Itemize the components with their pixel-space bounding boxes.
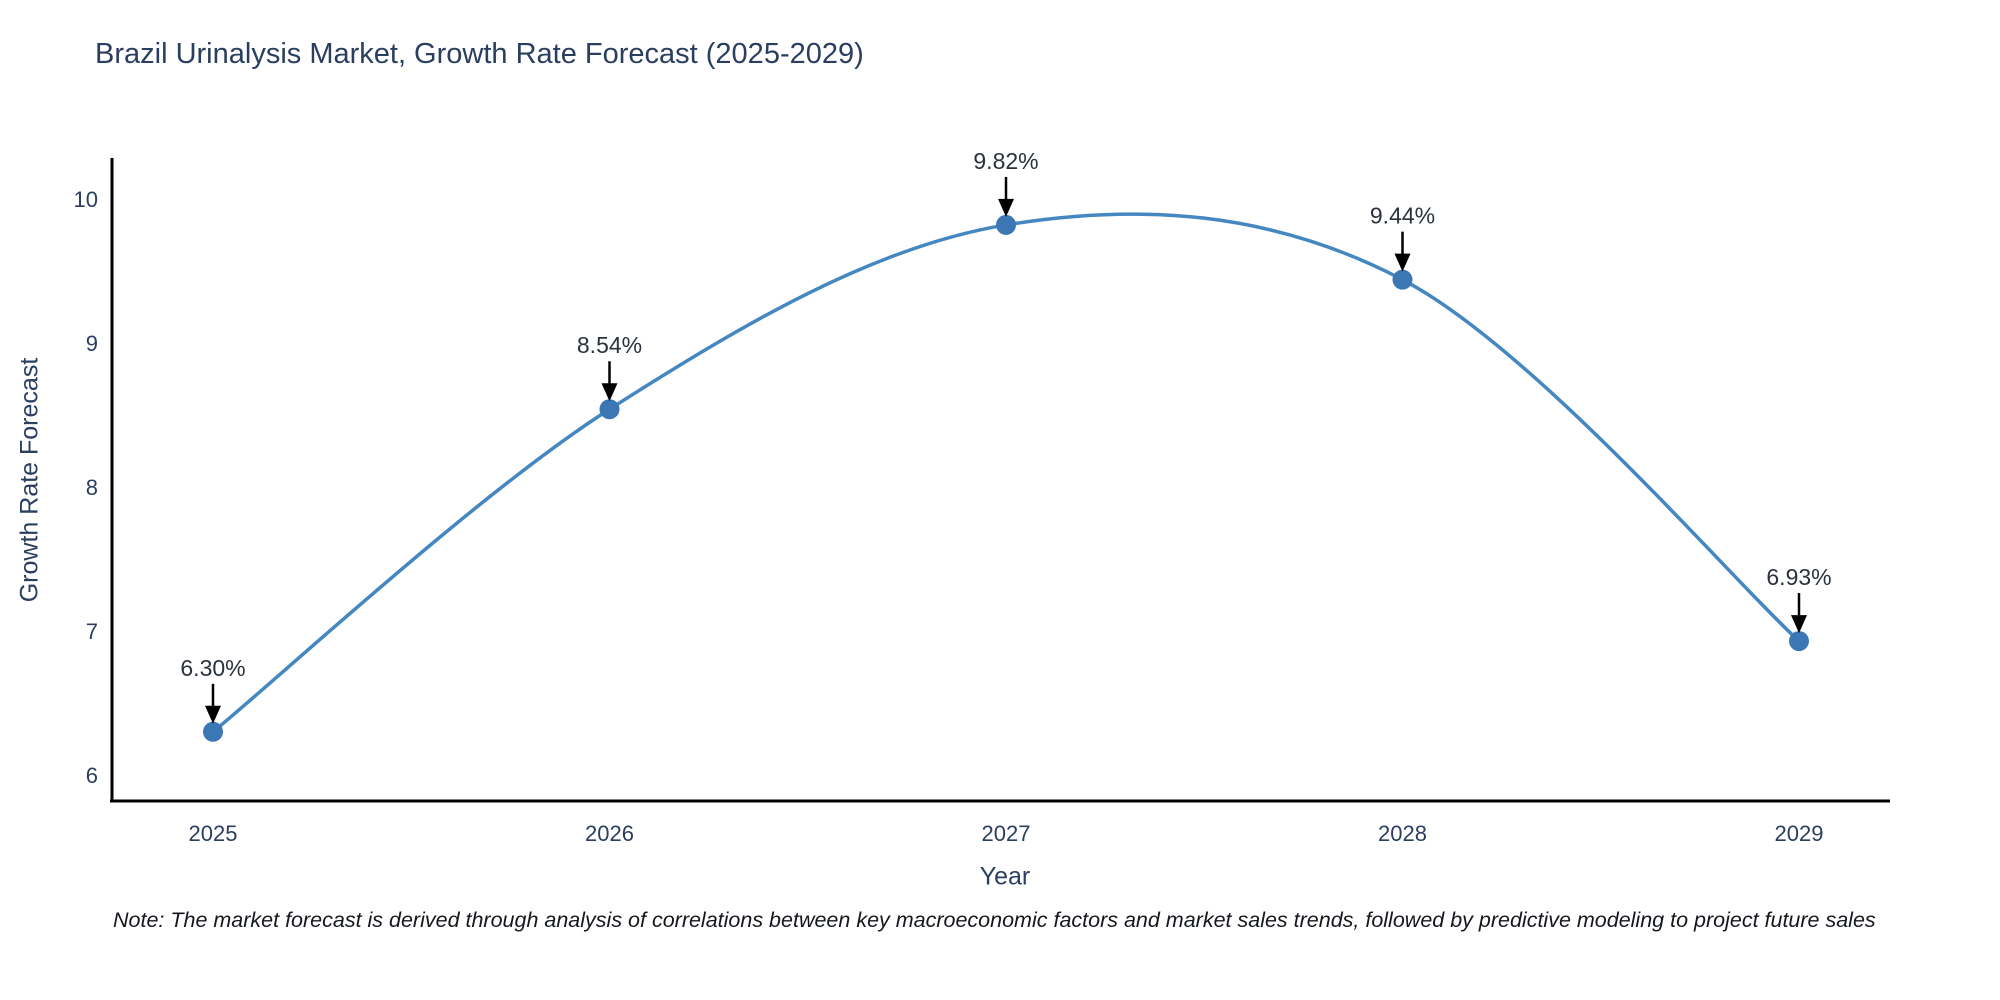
data-point-marker — [599, 399, 620, 420]
x-tick-label: 2025 — [189, 821, 238, 846]
x-tick-label: 2027 — [982, 821, 1031, 846]
growth-line-chart: 6 7 8 9 10 2025 2026 2027 2028 2029 6.30% 8.54% 9.82… — [74, 148, 1890, 846]
y-tick-label: 10 — [74, 187, 98, 212]
data-point-label: 6.93% — [1766, 564, 1831, 590]
data-point-label: 6.30% — [180, 655, 245, 681]
data-point-label: 9.82% — [973, 148, 1038, 174]
footnote: Note: The market forecast is derived thr… — [113, 908, 1876, 932]
annotation-arrow-head — [601, 383, 618, 402]
annotation-arrow-head — [1791, 615, 1807, 634]
data-point-label: 8.54% — [577, 332, 642, 358]
series-line — [211, 212, 1801, 734]
data-point-marker — [203, 721, 223, 742]
data-point-label: 9.44% — [1370, 203, 1435, 229]
x-tick-label: 2026 — [585, 821, 634, 846]
y-tick-label: 9 — [86, 331, 98, 356]
annotation-arrow-head — [998, 198, 1014, 217]
y-tick-label: 8 — [86, 475, 98, 500]
x-axis-title: Year — [979, 862, 1031, 891]
annotation-arrow-head — [1394, 253, 1411, 272]
chart-title: Brazil Urinalysis Market, Growth Rate Fo… — [95, 38, 864, 70]
data-point-marker — [1392, 269, 1413, 290]
x-tick-label: 2029 — [1775, 821, 1824, 846]
y-tick-label: 6 — [86, 763, 98, 788]
data-point-marker — [996, 214, 1016, 235]
annotation-arrow-head — [205, 705, 221, 724]
x-tick-label: 2028 — [1378, 821, 1427, 846]
y-axis-title: Growth Rate Forecast — [15, 357, 44, 603]
axis-lines — [110, 158, 1890, 803]
y-tick-label: 7 — [86, 619, 98, 644]
data-point-marker — [1789, 631, 1809, 652]
